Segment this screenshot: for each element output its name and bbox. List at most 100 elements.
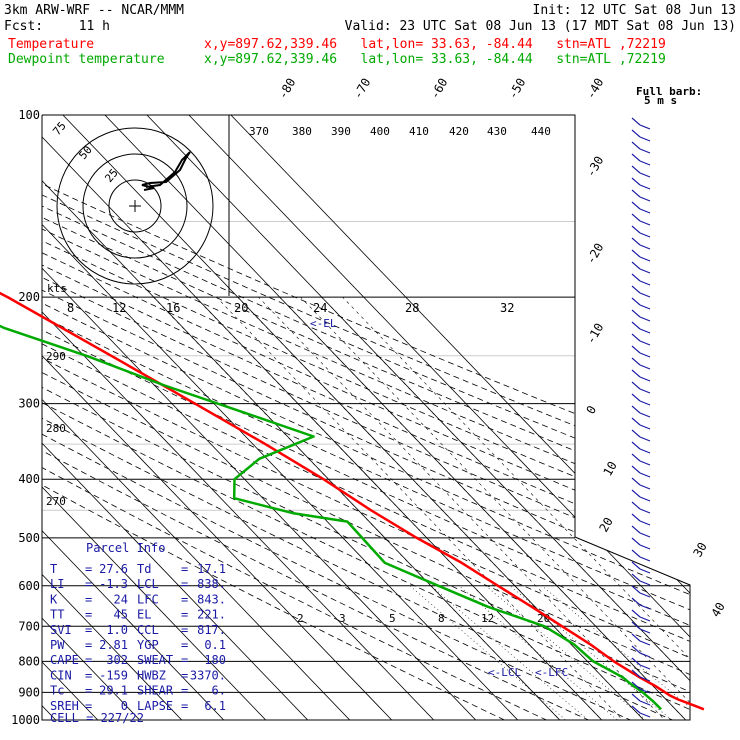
hodograph-ring-label: 25	[102, 166, 120, 185]
wind-barb-flag	[631, 213, 641, 222]
parcel-value-1: 27.6	[99, 562, 128, 576]
parcel-key-2: EL	[137, 608, 151, 622]
wind-barb-flag	[631, 261, 641, 270]
parcel-key-1: SVI	[50, 623, 72, 637]
parcel-info-panel: Parcel Info	[86, 541, 165, 555]
hodograph-trace	[141, 151, 191, 191]
mixing-ratio-line	[485, 585, 662, 720]
isotherm-label: 20	[596, 515, 615, 535]
pressure-label: 100	[18, 108, 40, 122]
wind-barb-flag	[631, 381, 641, 390]
forecast-hour: 11 h	[79, 19, 110, 34]
dry-adiabat	[42, 115, 532, 720]
parcel-info-row: K = 24 LFC = 843.	[50, 592, 226, 606]
parcel-eq-1: =	[85, 668, 92, 682]
dry-adiabat	[42, 115, 660, 720]
mixing-ratio-line	[541, 585, 690, 720]
wind-barb	[639, 124, 651, 130]
parcel-key-1: CAPE	[50, 653, 79, 667]
parcel-info-row: CIN = -159 HWBZ = 3370.	[50, 668, 226, 682]
parcel-value-2: 6.1	[204, 699, 226, 713]
wind-barb	[639, 676, 651, 682]
wind-barb	[639, 604, 651, 610]
parcel-key-2: LAPSE	[137, 699, 173, 713]
wind-barb-flag	[631, 177, 641, 186]
theta-label: 400	[370, 125, 390, 138]
parcel-info-row: CAPE = 302 SWEAT = 180	[50, 653, 226, 667]
wind-barb-flag	[631, 693, 641, 702]
wind-barb-flag	[631, 333, 641, 342]
isotherm-label: 0	[583, 403, 599, 416]
parcel-key-1: PW	[50, 638, 65, 652]
wind-barb	[639, 712, 651, 718]
isotherm-line	[0, 115, 26, 733]
wind-barb	[639, 352, 651, 358]
wind-barb-flag	[631, 129, 641, 138]
init-time: Init: 12 UTC Sat 08 Jun 13	[533, 3, 737, 18]
plot-frame	[41, 114, 691, 721]
wind-barb-flag	[631, 705, 641, 714]
wind-barb-flag	[631, 537, 641, 546]
parcel-value-2: 0.1	[204, 638, 226, 652]
wind-barb	[639, 448, 651, 454]
dry-adiabat	[42, 115, 690, 720]
wind-barb-flag	[631, 501, 641, 510]
barb-note-units: 5 m s	[644, 94, 677, 107]
mixing-ratio-label: 8	[438, 612, 445, 625]
parcel-eq-1: =	[85, 623, 92, 637]
pressure-label: 800	[18, 654, 40, 668]
wind-barb	[639, 496, 651, 502]
parcel-eq-2: =	[181, 562, 188, 576]
parcel-value-1: 1.0	[106, 623, 128, 637]
parcel-value-1: 2.81	[99, 638, 128, 652]
isotherm-label: -60	[427, 76, 450, 102]
parcel-value-1: 45	[114, 608, 128, 622]
dry-adiabat	[42, 115, 575, 720]
parcel-value-1: 0	[121, 699, 128, 713]
theta-label: 280	[46, 422, 66, 435]
wind-barb	[639, 400, 651, 406]
dry-adiabat	[42, 115, 690, 720]
parcel-key-2: SHEAR	[137, 684, 174, 698]
wind-barb-flag	[631, 249, 641, 258]
parcel-eq-1: =	[85, 608, 92, 622]
isotherm-label: -20	[583, 241, 606, 267]
parcel-value-1: 29.1	[99, 684, 128, 698]
level-annotation: <-LCL	[488, 666, 521, 679]
wind-barb-flag	[631, 561, 641, 570]
parcel-eq-2: =	[181, 653, 188, 667]
wind-barb-flag	[631, 201, 641, 210]
temperature-scale-label: 16	[166, 301, 180, 315]
parcel-value-1: 24	[114, 592, 128, 606]
pressure-label: 700	[18, 619, 40, 633]
dry-adiabat	[42, 115, 617, 720]
wind-barb	[639, 328, 651, 334]
isotherm-label: 40	[708, 600, 727, 620]
wind-barb	[639, 568, 651, 574]
wind-barb-flag	[631, 549, 641, 558]
isotherm-line	[42, 115, 279, 720]
parcel-value-2: 838.	[197, 577, 226, 591]
parcel-key-1: TT	[50, 608, 64, 622]
wind-barb	[639, 484, 651, 490]
wind-barb	[639, 460, 651, 466]
isotherm-label: -50	[505, 76, 528, 102]
isotherm-line	[42, 115, 447, 720]
parcel-key-1: T	[50, 562, 57, 576]
wind-barb	[639, 172, 651, 178]
wind-barb-flag	[631, 585, 641, 594]
moist-adiabat	[300, 296, 690, 720]
parcel-key-1: K	[50, 592, 58, 606]
wind-barb-flag	[631, 621, 641, 630]
parcel-info-row: T = 27.6 Td = 17.1	[50, 562, 226, 576]
wind-barb	[639, 664, 651, 670]
parcel-key-1: CIN	[50, 668, 72, 682]
dry-adiabat	[42, 115, 690, 720]
dry-adiabat	[42, 115, 690, 720]
model-title: 3km ARW-WRF -- NCAR/MMM	[4, 3, 184, 18]
pressure-label: 200	[18, 290, 40, 304]
parcel-eq-1: =	[85, 699, 92, 713]
hodograph-ring-label: 50	[76, 143, 94, 162]
wind-barb-flag	[631, 309, 641, 318]
moist-adiabat	[279, 296, 690, 720]
